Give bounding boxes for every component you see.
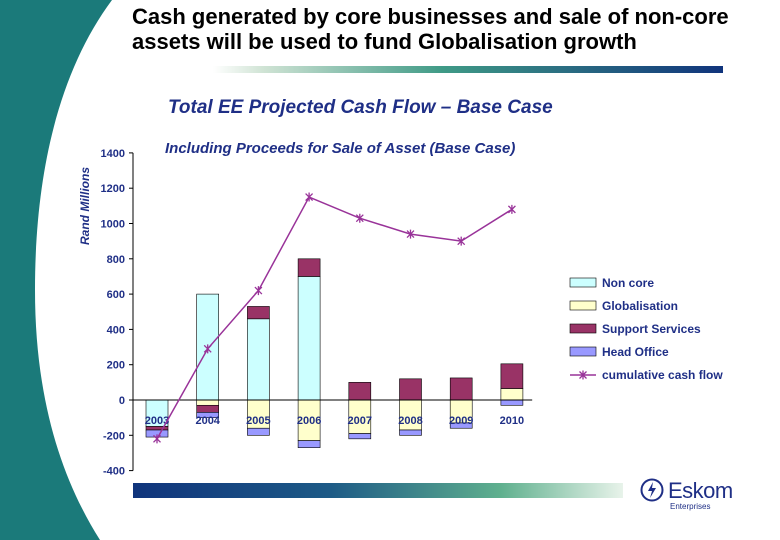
bar-segment xyxy=(145,426,169,431)
bar-segment xyxy=(247,427,270,436)
bar-segment xyxy=(500,388,524,401)
bar-segment xyxy=(348,433,372,440)
line-point xyxy=(507,204,516,214)
bar-segment xyxy=(196,404,219,413)
bar-segment xyxy=(297,258,321,277)
bar-segment xyxy=(449,422,473,429)
x-tick-label: 2004 xyxy=(195,415,220,427)
legend-swatch xyxy=(569,346,597,357)
y-tick-label: 600 xyxy=(107,289,125,301)
y-tick-label: 400 xyxy=(107,324,125,336)
line-point xyxy=(355,213,364,223)
chart-subtitle: Including Proceeds for Sale of Asset (Ba… xyxy=(165,140,516,157)
x-tick-label: 2006 xyxy=(297,415,321,427)
eskom-logo-icon xyxy=(640,478,664,502)
bar-segment xyxy=(297,440,321,448)
legend-swatch xyxy=(569,277,597,288)
legend-label: Head Office xyxy=(602,345,669,359)
eskom-logo: Eskom Enterprises xyxy=(640,478,750,512)
legend-label: Support Services xyxy=(602,322,701,336)
legend-label: Globalisation xyxy=(602,299,678,313)
footer-bar xyxy=(133,483,623,498)
x-tick-label: 2009 xyxy=(449,415,473,427)
cumulative-line xyxy=(156,196,513,440)
legend-swatch xyxy=(569,323,597,334)
y-tick-label: 1200 xyxy=(101,183,125,195)
legend-label: cumulative cash flow xyxy=(602,368,723,382)
bar-segment xyxy=(247,306,270,320)
y-tick-label: 1400 xyxy=(101,148,125,160)
y-tick-label: 200 xyxy=(107,360,125,372)
line-point xyxy=(153,434,161,444)
legend-marker xyxy=(579,370,587,380)
y-tick-label: -200 xyxy=(103,430,125,442)
bar-segment xyxy=(399,429,422,436)
line-point xyxy=(203,344,212,354)
slide-title: Cash generated by core businesses and sa… xyxy=(132,4,729,54)
x-tick-label: 2008 xyxy=(398,415,422,427)
bar-segment xyxy=(297,276,321,401)
logo-subtitle: Enterprises xyxy=(670,502,711,511)
legend-label: Non core xyxy=(602,276,654,290)
bar-segment xyxy=(500,363,524,389)
bar-segment xyxy=(449,377,473,401)
chart-title: Total EE Projected Cash Flow – Base Case xyxy=(168,97,553,118)
y-tick-label: 1000 xyxy=(101,219,125,231)
side-decoration xyxy=(0,0,112,540)
x-tick-label: 2007 xyxy=(348,415,372,427)
x-tick-label: 2003 xyxy=(145,415,169,427)
legend-swatch xyxy=(569,300,597,311)
line-point xyxy=(254,286,263,296)
y-tick-label: 800 xyxy=(107,254,125,266)
line-point xyxy=(457,236,466,246)
line-point xyxy=(305,192,314,202)
y-tick-label: -400 xyxy=(103,466,125,478)
bar-segment xyxy=(399,378,422,401)
bar-segment xyxy=(247,318,270,401)
bar-segment xyxy=(196,399,219,406)
title-underline-bar xyxy=(213,66,723,73)
bar-segment xyxy=(348,382,372,401)
bar-segment xyxy=(500,399,524,406)
line-point xyxy=(406,229,415,239)
y-tick-label: 0 xyxy=(119,395,125,407)
x-tick-label: 2010 xyxy=(500,415,524,427)
x-tick-label: 2005 xyxy=(246,415,270,427)
logo-wordmark: Eskom xyxy=(668,478,733,503)
bar-segment xyxy=(196,412,219,418)
